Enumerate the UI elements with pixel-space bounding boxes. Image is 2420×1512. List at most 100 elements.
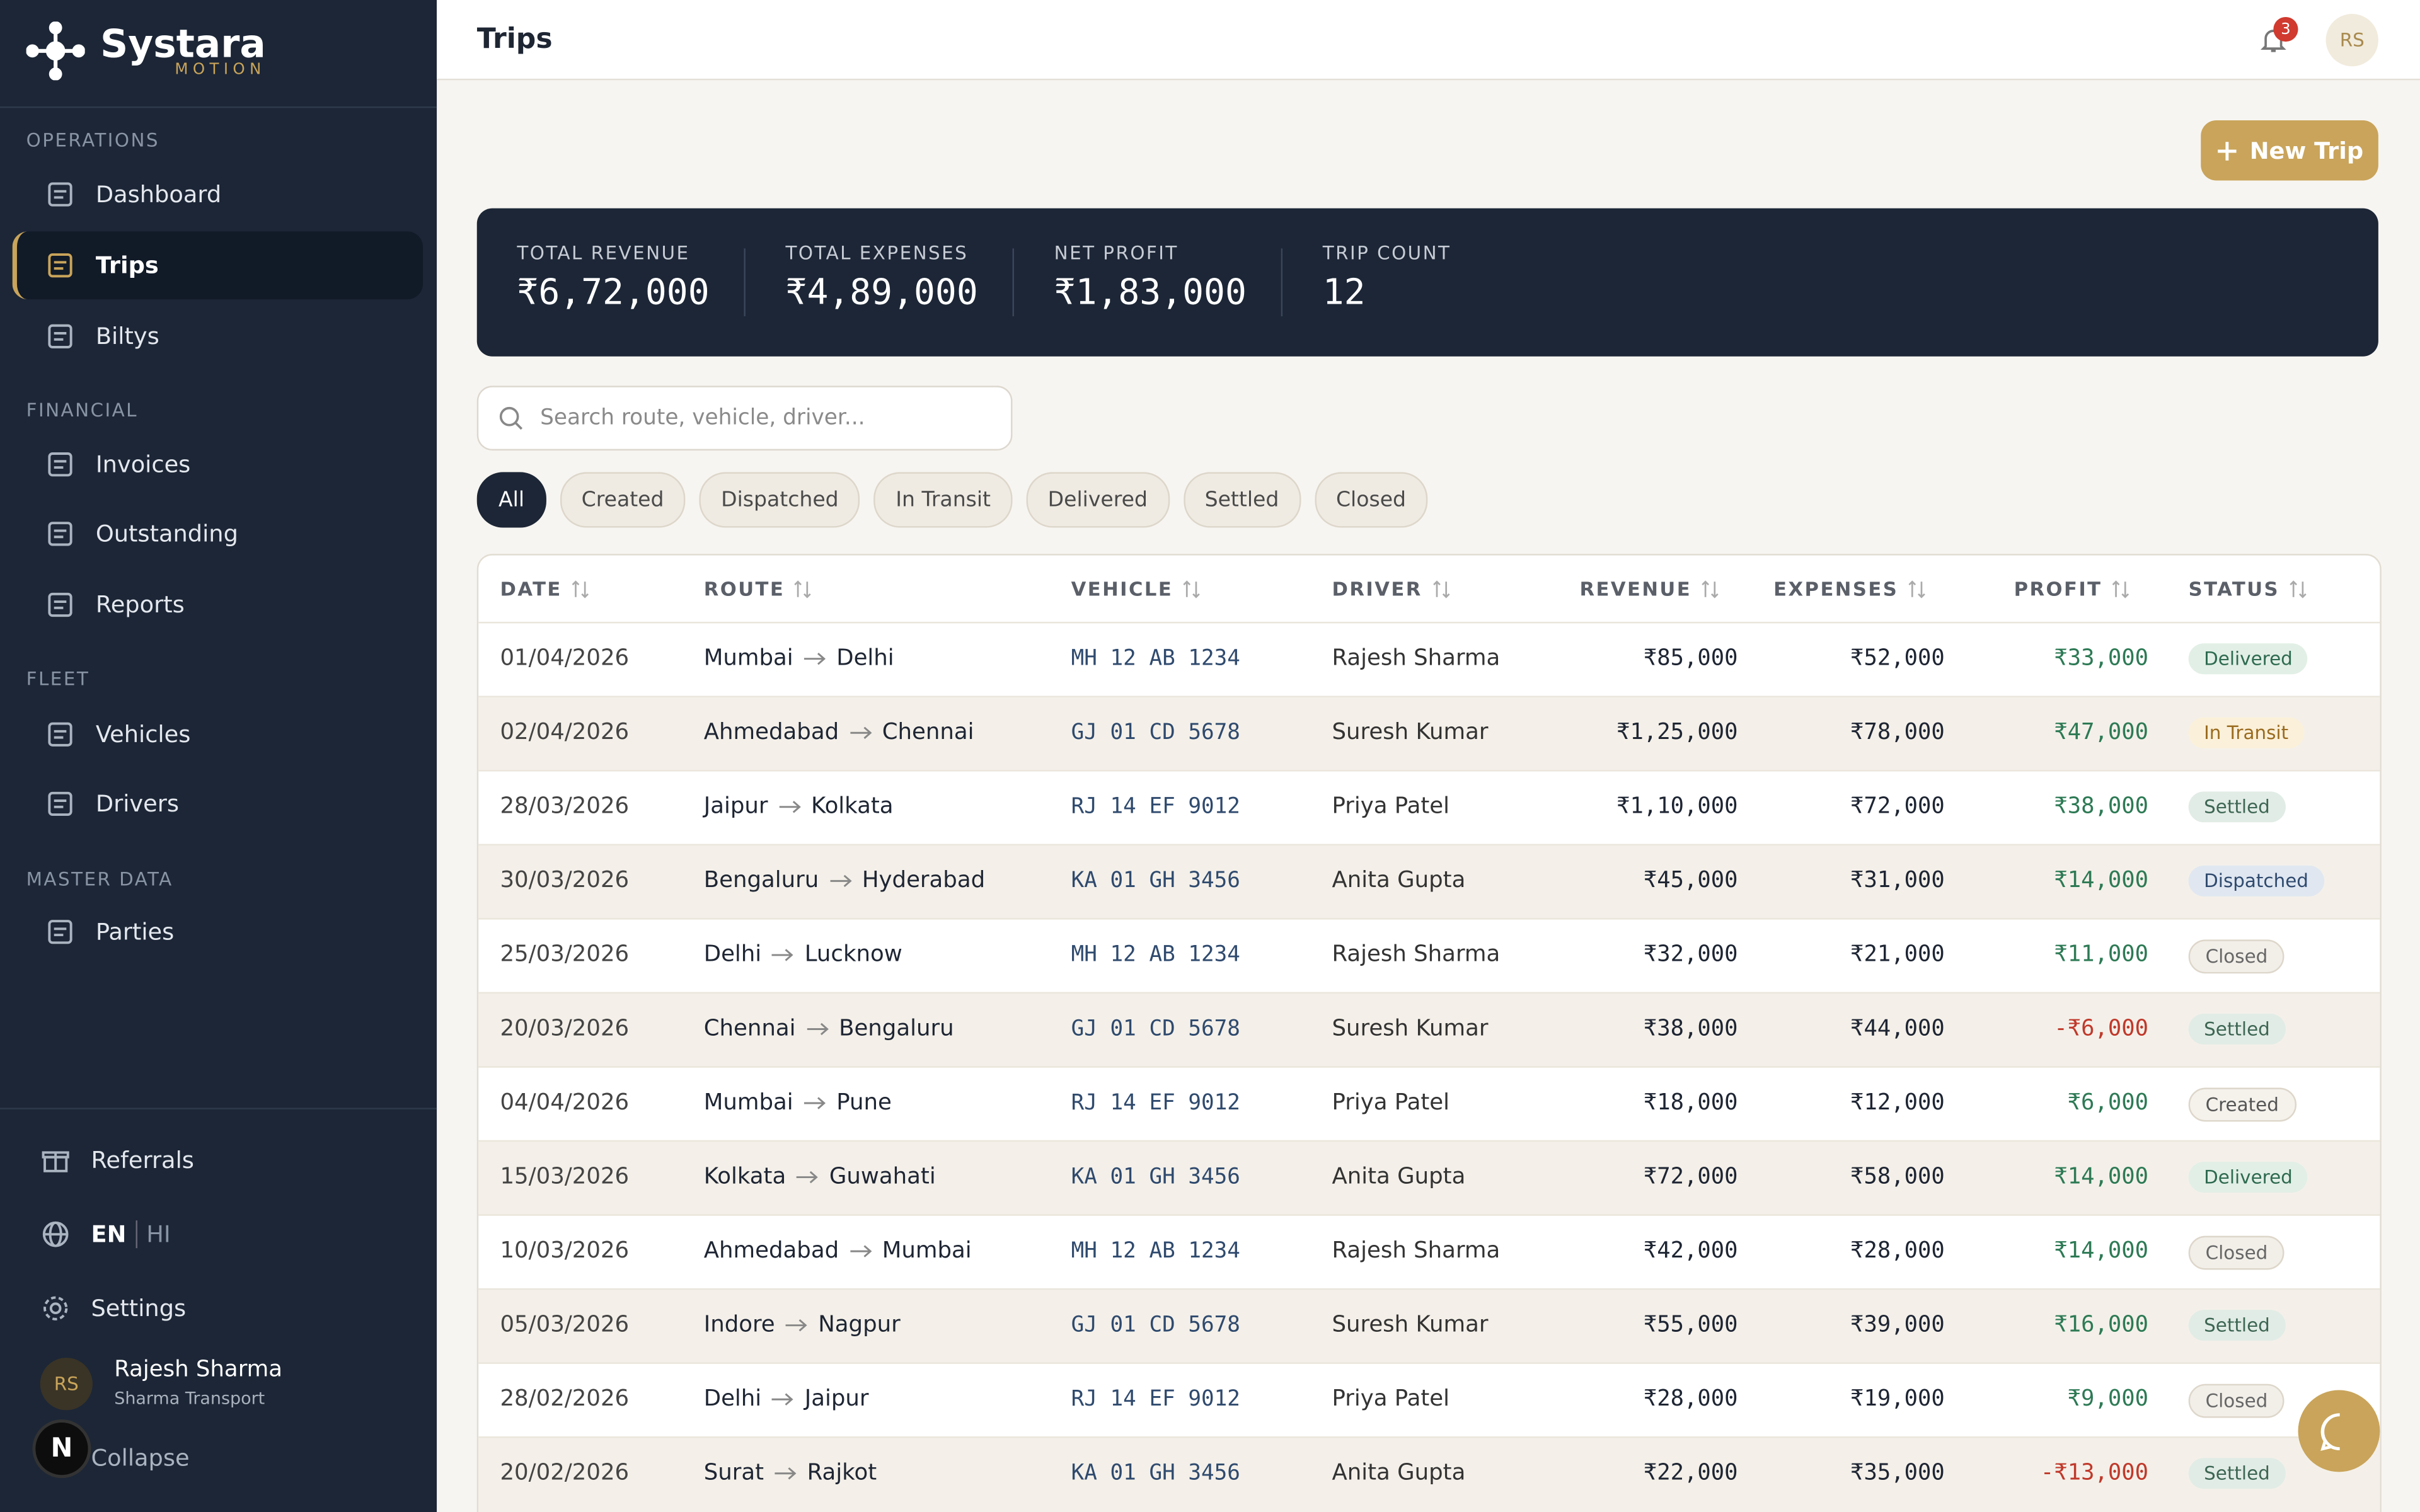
chat-button[interactable] [2298, 1390, 2380, 1472]
label: PROFIT [2014, 576, 2102, 600]
profit: ₹11,000 [2054, 942, 2148, 968]
filter-pill[interactable]: Delivered [1026, 472, 1170, 528]
section-title: FLEET [26, 668, 90, 690]
label: Parties [95, 918, 175, 946]
stat: TOTAL EXPENSES ₹4,89,000 [786, 242, 978, 313]
date: 04/04/2026 [500, 1091, 630, 1116]
profit: ₹14,000 [2054, 868, 2148, 893]
expenses: ₹35,000 [1850, 1461, 1945, 1486]
route-from: Ahmedabad [703, 1239, 839, 1264]
profit: ₹9,000 [2067, 1387, 2148, 1412]
expenses: ₹21,000 [1850, 942, 1945, 968]
vehicle: GJ 01 CD 5678 [1071, 1016, 1240, 1042]
profit: ₹16,000 [2054, 1313, 2148, 1338]
page-title: Trips [476, 23, 553, 56]
date: 15/03/2026 [500, 1164, 630, 1190]
nav-item[interactable]: Reports [13, 571, 423, 639]
divider [0, 106, 437, 108]
nav-item[interactable]: Vehicles [13, 701, 423, 769]
nav-item[interactable]: Outstanding [13, 500, 423, 568]
table-row[interactable]: 20/03/2026 Chennai Bengaluru GJ 01 CD 5678 S… [478, 992, 2380, 1068]
nav-item[interactable]: Drivers [13, 770, 423, 838]
expenses: ₹58,000 [1850, 1164, 1945, 1190]
driver: Priya Patel [1332, 794, 1450, 820]
nav-item[interactable]: Parties [13, 898, 423, 966]
table-row[interactable]: 20/02/2026 Surat Rajkot KA 01 GH 3456 Anita … [478, 1436, 2380, 1512]
expenses: ₹72,000 [1850, 794, 1945, 820]
table-row[interactable]: 04/04/2026 Mumbai Pune RJ 14 EF 9012 Priya P… [478, 1066, 2380, 1142]
label: Outstanding [95, 520, 238, 548]
filter-pill[interactable]: Dispatched [699, 472, 860, 528]
column-header[interactable]: STATUS [2189, 577, 2307, 600]
vehicle: RJ 14 EF 9012 [1071, 1387, 1240, 1412]
table-row[interactable]: 01/04/2026 Mumbai Delhi MH 12 AB 1234 Rajesh… [478, 621, 2380, 697]
route-to: Jaipur [804, 1387, 869, 1412]
driver: Priya Patel [1332, 1091, 1450, 1116]
date: 05/03/2026 [500, 1313, 630, 1338]
vehicle: RJ 14 EF 9012 [1071, 1091, 1240, 1116]
driver: Rajesh Sharma [1332, 1239, 1501, 1264]
table-row[interactable]: 10/03/2026 Ahmedabad Mumbai MH 12 AB 1234 Ra… [478, 1214, 2380, 1290]
filter-pill[interactable]: In Transit [874, 472, 1013, 528]
column-header[interactable]: PROFIT [2014, 577, 2130, 600]
table-row[interactable]: 05/03/2026 Indore Nagpur GJ 01 CD 5678 Sures… [478, 1288, 2380, 1364]
table-row[interactable]: 15/03/2026 Kolkata Guwahati KA 01 GH 3456 An… [478, 1140, 2380, 1216]
status-badge: Settled [2188, 1458, 2286, 1489]
nav-item[interactable]: Dashboard [13, 161, 423, 229]
new-trip-button[interactable]: New Trip [2201, 120, 2378, 181]
label: ROUTE [703, 576, 785, 600]
route: Delhi Lucknow [704, 942, 902, 967]
route: Jaipur Kolkata [704, 794, 894, 819]
header-avatar[interactable]: RS [2325, 14, 2378, 67]
language-switch[interactable]: EN HI [8, 1200, 418, 1268]
driver: Rajesh Sharma [1332, 942, 1501, 968]
filter-pill[interactable]: Closed [1314, 472, 1428, 528]
stat-value: ₹4,89,000 [785, 273, 978, 314]
stats-card: TOTAL REVENUE ₹6,72,000 TOTAL EXPENSES ₹4,8… [476, 208, 2378, 357]
filter-pill[interactable]: Settled [1183, 472, 1301, 528]
filter-pill[interactable]: Created [560, 472, 686, 528]
lang-en[interactable]: EN [91, 1220, 137, 1249]
nav-item[interactable]: Biltys [13, 302, 423, 370]
stat-value: ₹1,83,000 [1054, 273, 1247, 314]
user-avatar[interactable]: RS [40, 1358, 93, 1411]
route: Surat Rajkot [704, 1461, 877, 1486]
collapse[interactable]: Collapse [91, 1444, 190, 1472]
route: Kolkata Guwahati [704, 1165, 936, 1189]
sidebar: Systara MOTION OPERATIONS Dashboard Trips Bi… [0, 0, 437, 1512]
column-header[interactable]: DATE [500, 577, 589, 600]
status-badge: Settled [2188, 1310, 2286, 1341]
date: 30/03/2026 [500, 868, 630, 893]
column-header[interactable]: EXPENSES [1773, 577, 1926, 600]
expenses: ₹28,000 [1850, 1239, 1945, 1264]
filter-pill[interactable]: All [476, 472, 546, 528]
table-row[interactable]: 25/03/2026 Delhi Lucknow MH 12 AB 1234 Rajes… [478, 918, 2380, 994]
route-to: Hyderabad [861, 868, 986, 893]
nav-referrals[interactable]: Referrals [8, 1126, 418, 1194]
revenue: ₹42,000 [1643, 1239, 1738, 1264]
lang-hi[interactable]: HI [146, 1220, 171, 1249]
status-badge: Created [2188, 1087, 2296, 1122]
table-row[interactable]: 30/03/2026 Bengaluru Hyderabad KA 01 GH 345… [478, 844, 2380, 920]
column-header[interactable]: REVENUE [1579, 577, 1719, 600]
nav-item[interactable]: Trips [12, 231, 424, 300]
status-badge: Closed [2188, 939, 2285, 974]
expenses: ₹39,000 [1850, 1313, 1945, 1338]
route-from: Bengaluru [703, 868, 819, 893]
driver: Anita Gupta [1332, 1164, 1466, 1190]
dev-badge[interactable]: N [32, 1419, 91, 1479]
table-row[interactable]: 28/03/2026 Jaipur Kolkata RJ 14 EF 9012 Priy… [478, 770, 2380, 845]
route-from: Jaipur [703, 794, 768, 820]
search-box[interactable]: Search route, vehicle, driver... [476, 386, 1013, 451]
table-row[interactable]: 02/04/2026 Ahmedabad Chennai GJ 01 CD 5678 S… [478, 696, 2380, 772]
table-row[interactable]: 28/02/2026 Delhi Jaipur RJ 14 EF 9012 Priya … [478, 1362, 2380, 1438]
driver: Priya Patel [1332, 1387, 1450, 1412]
nav-item[interactable]: Invoices [13, 430, 423, 498]
expenses: ₹19,000 [1850, 1387, 1945, 1412]
driver: Anita Gupta [1332, 1461, 1466, 1486]
route-from: Ahmedabad [703, 720, 839, 745]
nav-settings[interactable]: Settings [8, 1274, 418, 1343]
column-header[interactable]: ROUTE [704, 577, 813, 600]
column-header[interactable]: VEHICLE [1071, 577, 1201, 600]
column-header[interactable]: DRIVER [1332, 577, 1449, 600]
